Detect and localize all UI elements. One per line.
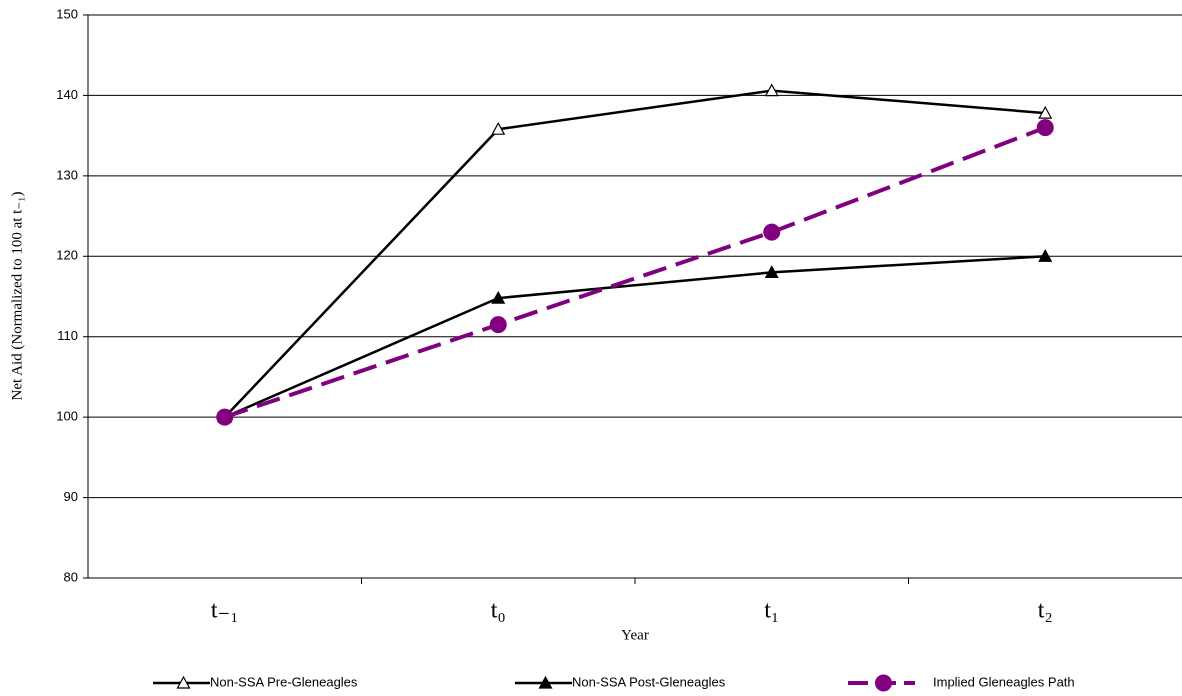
x-tick-label: t₋₁: [211, 598, 239, 624]
data-point: [764, 83, 779, 97]
data-point: [489, 316, 507, 334]
y-tick-label: 150: [56, 6, 78, 21]
legend-marker: [875, 674, 892, 692]
data-point: [764, 265, 779, 278]
legend-label: Non-SSA Pre-Gleneagles: [210, 674, 358, 689]
x-tick-label: t₂: [1038, 598, 1053, 624]
y-tick-label: 80: [64, 569, 78, 584]
data-point: [763, 223, 781, 241]
y-tick-label: 90: [64, 489, 78, 504]
x-tick-label: t₁: [764, 598, 779, 624]
y-tick-label: 120: [56, 248, 78, 263]
data-point: [1036, 119, 1054, 137]
y-axis-label: Net Aid (Normalized to 100 at t₋₁): [9, 192, 25, 401]
y-tick-label: 140: [56, 87, 78, 102]
series-line: [224, 255, 1046, 419]
data-point: [1038, 249, 1053, 262]
data-point: [491, 290, 506, 304]
data-point: [491, 121, 506, 135]
x-tick-label: t₀: [491, 598, 506, 624]
legend-marker: [538, 675, 553, 689]
data-point: [216, 408, 234, 426]
y-tick-label: 110: [57, 328, 78, 343]
y-tick-label: 130: [56, 167, 78, 182]
legend-marker: [176, 675, 191, 689]
x-axis-label: Year: [621, 627, 649, 643]
y-tick-label: 100: [56, 409, 78, 424]
series-line: [224, 125, 1046, 420]
legend-label: Implied Gleneagles Path: [933, 674, 1075, 689]
legend-label: Non-SSA Post-Gleneagles: [572, 674, 726, 689]
series-line: [223, 89, 1046, 419]
data-point: [1038, 105, 1053, 119]
